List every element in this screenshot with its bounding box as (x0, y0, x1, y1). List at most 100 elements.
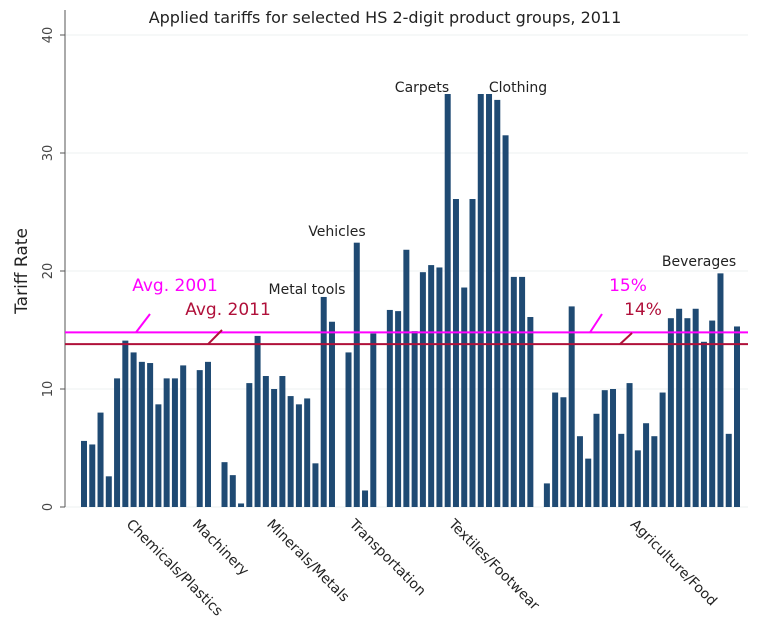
bar (386, 309, 393, 507)
y-axis-label: Tariff Rate (12, 228, 32, 315)
annotation: Beverages (662, 254, 736, 270)
bar (486, 94, 493, 507)
bar (147, 363, 154, 507)
y-tick-label: 0 (41, 503, 56, 511)
bar (328, 321, 335, 507)
bar (610, 389, 617, 507)
bar (122, 340, 129, 507)
bar (163, 378, 170, 507)
bar (593, 413, 600, 507)
bar (601, 390, 608, 507)
bar (676, 308, 683, 507)
bar (204, 361, 211, 507)
bar (411, 331, 418, 507)
bar (403, 249, 410, 507)
x-tick-label: Agriculture/Food (627, 517, 720, 610)
bar (320, 296, 327, 507)
bar (717, 273, 724, 507)
bar (585, 458, 592, 507)
bar (700, 341, 707, 507)
bar (279, 376, 286, 507)
x-tick-label: Transportation (345, 516, 429, 600)
bar (196, 370, 203, 507)
bar (436, 267, 443, 507)
pointer (589, 313, 603, 333)
bar (221, 462, 228, 507)
annotation: Vehicles (308, 224, 365, 240)
bar (626, 383, 633, 507)
bar (262, 376, 269, 507)
bar (130, 352, 137, 507)
bar (527, 317, 534, 507)
bar (105, 476, 112, 507)
bar (89, 444, 96, 507)
bar (659, 392, 666, 507)
pointer (619, 332, 633, 345)
bar (576, 436, 583, 507)
y-tick-label: 10 (41, 381, 56, 398)
bar (81, 440, 87, 507)
bar (312, 463, 319, 507)
pointer (207, 329, 223, 345)
bar (568, 306, 575, 507)
bar (634, 450, 641, 507)
bar (428, 265, 435, 507)
bar (519, 276, 526, 507)
bar (643, 423, 650, 507)
x-tick-label: Textiles/Footwear (444, 516, 542, 614)
chart-title: Applied tariffs for selected HS 2-digit … (149, 8, 622, 27)
bar (734, 326, 740, 507)
pointer (135, 313, 151, 333)
bar (254, 335, 261, 507)
annotation: Carpets (395, 80, 449, 96)
bar (114, 378, 121, 507)
bar (444, 94, 451, 507)
bar (461, 287, 468, 507)
bar (684, 318, 691, 507)
y-tick-label: 30 (41, 145, 56, 162)
y-tick-label: 20 (41, 263, 56, 280)
reference-value-label: 14% (624, 300, 662, 320)
bar (667, 318, 674, 507)
bar (345, 352, 352, 507)
bar (651, 436, 658, 507)
bar (419, 272, 426, 507)
reference-label: Avg. 2011 (185, 300, 271, 320)
bar (155, 404, 162, 507)
bar (502, 135, 509, 508)
bar (494, 99, 501, 508)
bar (692, 308, 699, 507)
bar (271, 389, 278, 507)
reference-label: Avg. 2001 (132, 276, 218, 296)
bar (552, 392, 559, 507)
bar (370, 333, 377, 507)
annotation: Metal tools (269, 282, 346, 298)
bar (97, 412, 104, 507)
bar (362, 490, 369, 507)
reference-value-label: 15% (609, 276, 647, 296)
bar (246, 383, 253, 507)
bar (171, 378, 178, 507)
bar (353, 242, 360, 507)
bar (469, 199, 476, 507)
bar (180, 365, 187, 507)
bar (560, 397, 567, 507)
bar (477, 94, 484, 507)
bar (138, 361, 145, 507)
bar (295, 404, 302, 507)
bar (229, 475, 236, 507)
bar (510, 276, 517, 507)
bar (725, 433, 732, 507)
bar (452, 199, 459, 507)
annotation: Clothing (489, 80, 547, 96)
x-tick-label: Machinery (189, 517, 252, 580)
bar (709, 320, 716, 507)
bar (238, 503, 245, 507)
bar (287, 396, 294, 507)
bar (543, 483, 550, 507)
x-tick-label: Minerals/Metals (263, 517, 352, 606)
bar (304, 398, 311, 507)
bar (618, 433, 625, 507)
bar (395, 311, 402, 507)
